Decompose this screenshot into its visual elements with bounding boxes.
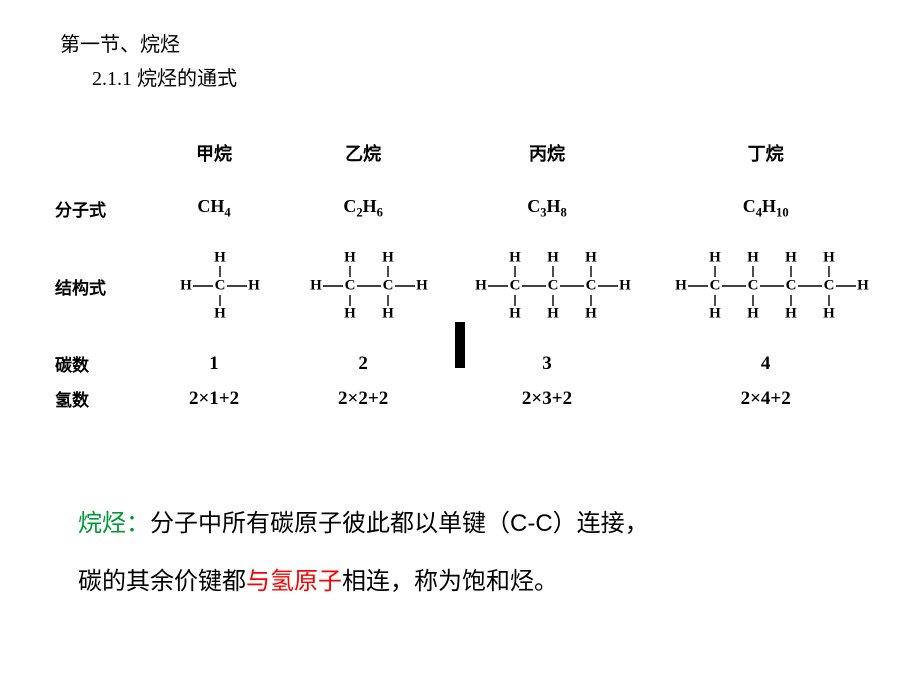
term-alkane: 烷烃： [78, 511, 150, 537]
carbon-1: 2 [289, 353, 438, 375]
svg-text:C: C [586, 277, 597, 293]
svg-text:H: H [709, 305, 721, 321]
svg-text:H: H [180, 277, 192, 293]
row-label-hydrogen: 氢数 [55, 386, 139, 411]
svg-text:H: H [382, 249, 394, 265]
svg-text:C: C [510, 277, 521, 293]
subsection-title: 2.1.1 烷烃的通式 [92, 62, 237, 91]
svg-text:H: H [547, 305, 559, 321]
structure-1: HCHHCHHH [289, 241, 438, 331]
hydrogen-row: 氢数 2×1+2 2×2+2 2×3+2 2×4+2 [55, 386, 875, 411]
formula-3: C4H10 [656, 196, 875, 221]
col-header-2: 丙烷 [438, 140, 657, 166]
carbon-3: 4 [656, 353, 875, 375]
svg-text:C: C [345, 277, 356, 293]
formula-0: CH4 [139, 196, 288, 221]
hydrogen-1: 2×2+2 [289, 388, 438, 410]
row-label-structure: 结构式 [55, 274, 139, 299]
svg-text:H: H [823, 249, 835, 265]
structure-3: HCHHCHHCHHCHHH [656, 241, 875, 331]
svg-text:H: H [214, 249, 226, 265]
svg-text:H: H [509, 249, 521, 265]
svg-text:H: H [785, 305, 797, 321]
hydrogen-2: 2×3+2 [438, 388, 657, 410]
hydrogen-0: 2×1+2 [139, 388, 288, 410]
svg-text:H: H [709, 249, 721, 265]
structure-0: HCHHH [139, 241, 288, 331]
carbon-2: 3 [438, 353, 657, 375]
definition-text: 烷烃：分子中所有碳原子彼此都以单键（C-C）连接， 碳的其余价键都与氢原子相连，… [78, 495, 848, 611]
svg-text:C: C [548, 277, 559, 293]
svg-text:C: C [709, 277, 720, 293]
svg-text:H: H [585, 249, 597, 265]
alkane-table: 甲烷 乙烷 丙烷 丁烷 分子式 CH4 C2H6 C3H8 C4H10 结构式 … [55, 140, 875, 411]
hydrogen-3: 2×4+2 [656, 388, 875, 410]
col-header-3: 丁烷 [656, 140, 875, 166]
svg-text:H: H [416, 277, 428, 293]
svg-text:H: H [310, 277, 322, 293]
carbon-row: 碳数 1 2 3 4 [55, 351, 875, 376]
def-part2: ）连接， [553, 511, 649, 537]
svg-text:H: H [747, 249, 759, 265]
def-part4: 相连，称为饱和烃。 [342, 569, 558, 595]
col-header-0: 甲烷 [139, 140, 288, 166]
structure-row: 结构式 HCHHH HCHHCHHH HCHHCHHCHHH HCHHCHHCH… [55, 241, 875, 331]
carbon-0: 1 [139, 353, 288, 375]
formula-row: 分子式 CH4 C2H6 C3H8 C4H10 [55, 196, 875, 221]
formula-1: C2H6 [289, 196, 438, 221]
svg-text:C: C [785, 277, 796, 293]
def-part3: 碳的其余价键都 [78, 569, 246, 595]
formula-2: C3H8 [438, 196, 657, 221]
svg-text:H: H [214, 305, 226, 321]
row-label-formula: 分子式 [55, 196, 139, 221]
svg-text:C: C [383, 277, 394, 293]
svg-text:H: H [585, 305, 597, 321]
svg-text:H: H [619, 277, 631, 293]
def-cc: C-C [510, 510, 553, 537]
svg-text:H: H [785, 249, 797, 265]
svg-text:C: C [747, 277, 758, 293]
svg-text:H: H [747, 305, 759, 321]
svg-text:H: H [344, 305, 356, 321]
svg-text:H: H [382, 305, 394, 321]
svg-text:H: H [675, 277, 687, 293]
section-title: 第一节、烷烃 [60, 28, 180, 57]
svg-text:C: C [215, 277, 226, 293]
def-red: 与氢原子 [246, 569, 342, 595]
svg-text:H: H [344, 249, 356, 265]
header-row: 甲烷 乙烷 丙烷 丁烷 [55, 140, 875, 166]
svg-text:C: C [823, 277, 834, 293]
structure-2: HCHHCHHCHHH [438, 241, 657, 331]
svg-text:H: H [475, 277, 487, 293]
svg-text:H: H [547, 249, 559, 265]
svg-text:H: H [248, 277, 260, 293]
svg-text:H: H [857, 277, 869, 293]
svg-text:H: H [509, 305, 521, 321]
def-part1: 分子中所有碳原子彼此都以单键（ [150, 511, 510, 537]
svg-text:H: H [823, 305, 835, 321]
row-label-carbon: 碳数 [55, 351, 139, 376]
col-header-1: 乙烷 [289, 140, 438, 166]
